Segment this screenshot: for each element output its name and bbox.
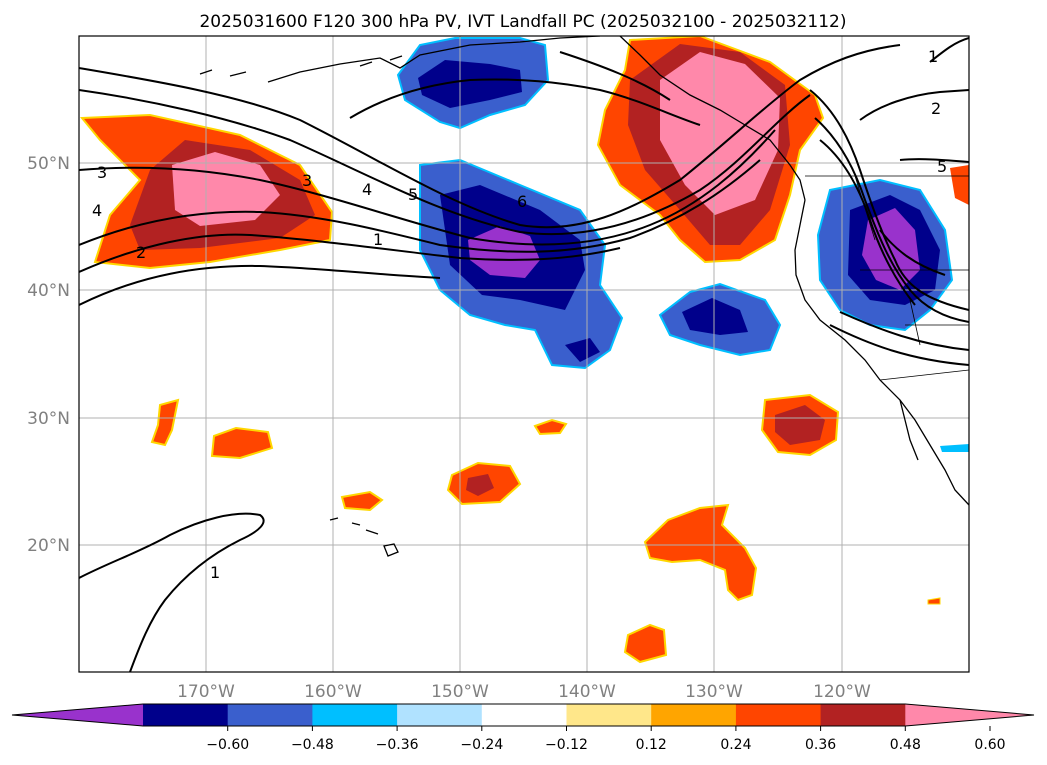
colorbar-tick-label: 0.24	[720, 737, 751, 753]
positive-blob-2	[210, 426, 274, 460]
colorbar-tick-label: −0.12	[545, 737, 588, 753]
contour-line	[79, 159, 761, 253]
contour-labels: 3 3 4 5 6 1 2 4 1 2 1 5	[92, 47, 947, 582]
colorbar-tick-label: −0.48	[291, 737, 334, 753]
colorbar-extend-low	[12, 704, 143, 726]
contour-label: 6	[517, 192, 527, 211]
contour-line	[879, 229, 946, 276]
contour-line	[814, 117, 969, 323]
negative-blob-east-edge	[940, 444, 969, 452]
contour-line	[839, 311, 969, 351]
positive-anomaly-regions	[79, 36, 969, 664]
colorbar-swatch	[735, 704, 822, 726]
colorbar-tick-label: 0.48	[890, 737, 921, 753]
colorbar-swatch	[651, 704, 737, 726]
colorbar-swatch	[227, 704, 313, 726]
lon-label: 170°W	[177, 682, 235, 702]
colorbar-swatch	[397, 704, 483, 726]
contour-line	[79, 233, 621, 273]
contour-label: 2	[931, 99, 941, 118]
contour-line	[79, 44, 901, 229]
colorbar-ticks: −0.60 −0.48 −0.36 −0.24 −0.12 0.12 0.24 0.36 0.4…	[206, 726, 1006, 753]
contour-line	[79, 264, 441, 306]
colorbar-swatch	[566, 704, 652, 726]
positive-region-east-edge	[950, 165, 969, 205]
positive-blob-7	[623, 623, 668, 664]
contour-line	[809, 89, 969, 311]
colorbar-tick-label: −0.36	[376, 737, 419, 753]
alaska-coast	[267, 36, 601, 83]
contour-label: 1	[373, 230, 383, 249]
lon-label: 140°W	[558, 682, 616, 702]
longitude-labels: 170°W 160°W 150°W 140°W 130°W 120°W	[177, 682, 871, 702]
lat-label: 20°N	[27, 536, 70, 556]
map-title: 2025031600 F120 300 hPa PV, IVT Landfall…	[199, 12, 846, 32]
colorbar-swatch	[820, 704, 906, 726]
contour-label: 1	[928, 47, 938, 66]
aleutian-islands	[199, 55, 403, 77]
colorbar-swatch	[143, 704, 229, 726]
colorbar-outline	[11, 703, 1035, 727]
contour-line	[859, 89, 969, 121]
colorbar-swatch	[481, 704, 567, 726]
contour-label: 3	[302, 171, 312, 190]
lon-label: 130°W	[685, 682, 743, 702]
colorbar-tick-label: 0.60	[974, 737, 1005, 753]
positive-blob-5	[533, 418, 568, 436]
lon-label: 160°W	[304, 682, 362, 702]
lat-label: 30°N	[27, 409, 70, 429]
contour-line	[349, 78, 701, 126]
contour-line	[559, 51, 671, 101]
contour-line	[819, 139, 916, 306]
coastlines	[199, 36, 969, 557]
contour-label: 2	[136, 243, 146, 262]
contour-line	[79, 512, 265, 672]
contour-label: 5	[937, 157, 947, 176]
contour-line	[829, 324, 969, 366]
contour-line	[899, 158, 969, 163]
contour-label: 3	[97, 163, 107, 182]
contour-label: 1	[210, 563, 220, 582]
gridlines	[79, 36, 969, 672]
contour-label: 5	[408, 185, 418, 204]
contour-label: 4	[362, 180, 372, 199]
lon-label: 120°W	[813, 682, 871, 702]
positive-blob-8	[927, 597, 941, 605]
colorbar-swatches	[11, 703, 1035, 727]
contour-line	[79, 129, 776, 246]
contour-line	[79, 89, 811, 236]
ivt-contours	[79, 37, 969, 672]
positive-blob-3	[340, 490, 384, 512]
lon-label: 150°W	[431, 682, 489, 702]
colorbar-tick-label: −0.24	[460, 737, 503, 753]
plot-frame	[78, 35, 970, 673]
lat-label: 40°N	[27, 281, 70, 301]
colorbar-swatch	[312, 704, 398, 726]
na-west-coast	[794, 199, 969, 506]
colorbar-tick-label: 0.36	[805, 737, 836, 753]
contour-line	[929, 37, 969, 63]
hawaii-islands	[329, 517, 399, 557]
colorbar: −0.60 −0.48 −0.36 −0.24 −0.12 0.12 0.24 0.36 0.4…	[11, 703, 1035, 753]
positive-blob-6	[643, 503, 758, 602]
contour-label: 4	[92, 201, 102, 220]
positive-blob-1	[150, 398, 180, 447]
colorbar-tick-label: 0.12	[636, 737, 667, 753]
colorbar-tick-label: −0.60	[206, 737, 249, 753]
lat-label: 50°N	[27, 154, 70, 174]
colorbar-extend-high	[905, 704, 1034, 726]
latitude-labels: 20°N 30°N 40°N 50°N	[27, 154, 70, 556]
